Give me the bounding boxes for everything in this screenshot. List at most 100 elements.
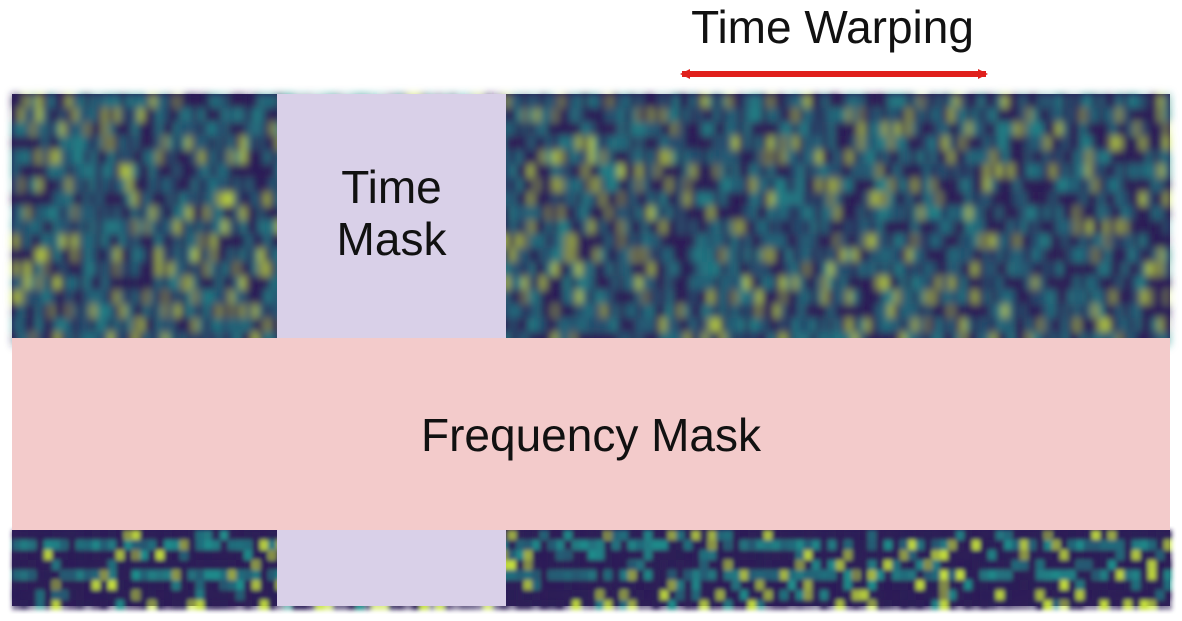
spectrogram-cell [912,136,918,150]
spectrogram-cell [876,220,882,234]
spectrogram-cell [870,290,876,304]
spectrogram-cell [168,234,174,248]
spectrogram-cell [786,220,792,234]
spectrogram-cell [816,234,822,248]
spectrogram-cell [244,560,252,570]
spectrogram-cell [42,192,48,206]
spectrogram-cell [876,550,884,560]
spectrogram-cell [912,220,918,234]
spectrogram-cell [924,164,930,178]
spectrogram-cell [1124,600,1132,610]
spectrogram-cell [666,276,672,290]
spectrogram-cell [174,150,180,164]
spectrogram-cell [888,234,894,248]
spectrogram-cell [30,206,36,220]
spectrogram-cell [132,530,140,540]
spectrogram-cell [24,290,30,304]
spectrogram-cell [672,220,678,234]
spectrogram-cell [1156,540,1164,550]
spectrogram-cell [1014,318,1020,332]
spectrogram-cell [918,220,924,234]
spectrogram-cell [1008,234,1014,248]
spectrogram-cell [138,192,144,206]
spectrogram-cell [908,580,916,590]
spectrogram-cell [44,550,52,560]
spectrogram-cell [212,570,220,580]
spectrogram-cell [882,304,888,318]
spectrogram-cell [900,590,908,600]
spectrogram-cell [720,164,726,178]
spectrogram-cell [918,318,924,332]
spectrogram-cell [156,192,162,206]
spectrogram-cell [1140,600,1148,610]
spectrogram-cell [564,192,570,206]
spectrogram-cell [654,318,660,332]
spectrogram-cell [162,234,168,248]
spectrogram-cell [792,136,798,150]
spectrogram-cell [786,108,792,122]
spectrogram-cell [534,304,540,318]
spectrogram-cell [504,234,510,248]
spectrogram-cell [858,262,864,276]
spectrogram-cell [1098,290,1104,304]
spectrogram-cell [774,136,780,150]
spectrogram-cell [690,150,696,164]
spectrogram-cell [678,122,684,136]
spectrogram-cell [564,550,572,560]
spectrogram-cell [504,276,510,290]
spectrogram-cell [558,192,564,206]
spectrogram-cell [186,122,192,136]
spectrogram-cell [576,262,582,276]
spectrogram-cell [1164,136,1170,150]
spectrogram-cell [1044,290,1050,304]
spectrogram-cell [1014,234,1020,248]
spectrogram-cell [244,600,252,610]
spectrogram-cell [1080,276,1086,290]
spectrogram-cell [1060,570,1068,580]
spectrogram-cell [612,318,618,332]
spectrogram-cell [672,206,678,220]
spectrogram-cell [1146,206,1152,220]
spectrogram-cell [108,108,114,122]
spectrogram-cell [570,206,576,220]
spectrogram-cell [180,318,186,332]
spectrogram-cell [204,206,210,220]
spectrogram-cell [892,530,900,540]
spectrogram-cell [1158,220,1164,234]
spectrogram-cell [1086,262,1092,276]
spectrogram-cell [240,248,246,262]
spectrogram-cell [636,136,642,150]
spectrogram-cell [930,122,936,136]
spectrogram-cell [114,94,120,108]
spectrogram-cell [844,590,852,600]
spectrogram-cell [570,276,576,290]
spectrogram-cell [840,192,846,206]
spectrogram-cell [588,580,596,590]
spectrogram-cell [140,580,148,590]
spectrogram-cell [930,164,936,178]
spectrogram-cell [660,530,668,540]
spectrogram-cell [684,94,690,108]
spectrogram-cell [870,178,876,192]
spectrogram-cell [1032,318,1038,332]
spectrogram-cell [690,178,696,192]
spectrogram-cell [984,164,990,178]
spectrogram-cell [864,178,870,192]
spectrogram-cell [1020,530,1028,540]
spectrogram-cell [822,178,828,192]
spectrogram-cell [558,122,564,136]
spectrogram-cell [1122,220,1128,234]
spectrogram-cell [1012,580,1020,590]
spectrogram-cell [236,530,244,540]
spectrogram-cell [60,164,66,178]
spectrogram-cell [192,94,198,108]
spectrogram-cell [564,122,570,136]
spectrogram-cell [114,220,120,234]
spectrogram-cell [114,276,120,290]
spectrogram-cell [1140,590,1148,600]
spectrogram-cell [642,192,648,206]
spectrogram-cell [126,136,132,150]
spectrogram-cell [990,108,996,122]
spectrogram-cell [738,150,744,164]
spectrogram-cell [972,590,980,600]
